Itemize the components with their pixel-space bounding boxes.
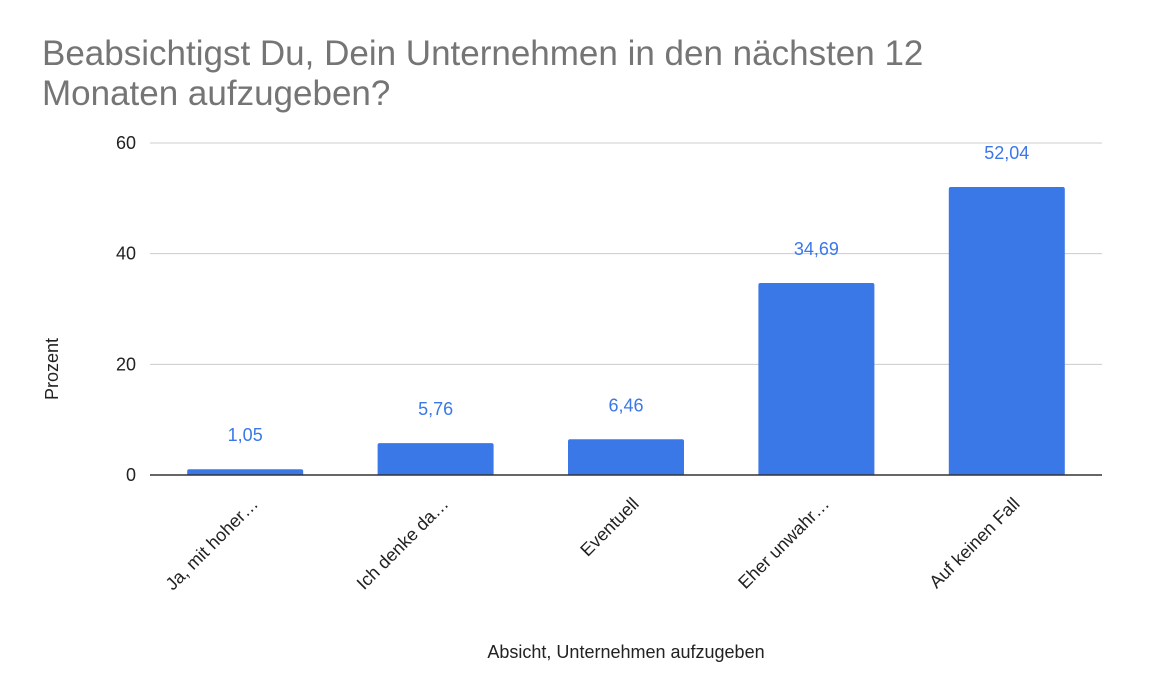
y-tick-label: 0 bbox=[126, 465, 136, 485]
x-tick-label: Auf keinen Fall bbox=[925, 494, 1023, 592]
y-tick-label: 60 bbox=[116, 133, 136, 153]
x-axis-title: Absicht, Unternehmen aufzugeben bbox=[487, 642, 764, 662]
chart-title: Beabsichtigst Du, Dein Unternehmen in de… bbox=[42, 34, 924, 113]
bar bbox=[187, 469, 304, 475]
bar bbox=[948, 187, 1065, 475]
x-tick-label: Eventuell bbox=[576, 494, 643, 561]
y-tick-label: 20 bbox=[116, 354, 136, 374]
x-tick-label: Eher unwahr… bbox=[734, 494, 833, 593]
bar bbox=[568, 439, 684, 475]
gridlines bbox=[150, 142, 1102, 365]
x-tick-label: Ich denke da… bbox=[353, 494, 453, 594]
y-tick-labels: 0 20 40 60 bbox=[116, 133, 136, 485]
x-tick-labels: Ja, mit hoher… Ich denke da… Eventuell Eher… bbox=[162, 494, 1024, 594]
bars bbox=[187, 187, 1065, 475]
y-tick-label: 40 bbox=[116, 244, 136, 264]
data-label: 34,69 bbox=[794, 239, 839, 259]
data-label: 52,04 bbox=[984, 143, 1029, 163]
data-label: 6,46 bbox=[608, 395, 643, 415]
bar bbox=[377, 443, 494, 475]
data-label: 5,76 bbox=[418, 399, 453, 419]
data-label: 1,05 bbox=[228, 425, 263, 445]
x-tick-label: Ja, mit hoher… bbox=[162, 494, 262, 594]
data-labels: 1,05 5,76 6,46 34,69 52,04 bbox=[228, 143, 1030, 445]
bar bbox=[758, 283, 875, 475]
y-axis-title: Prozent bbox=[42, 338, 62, 400]
